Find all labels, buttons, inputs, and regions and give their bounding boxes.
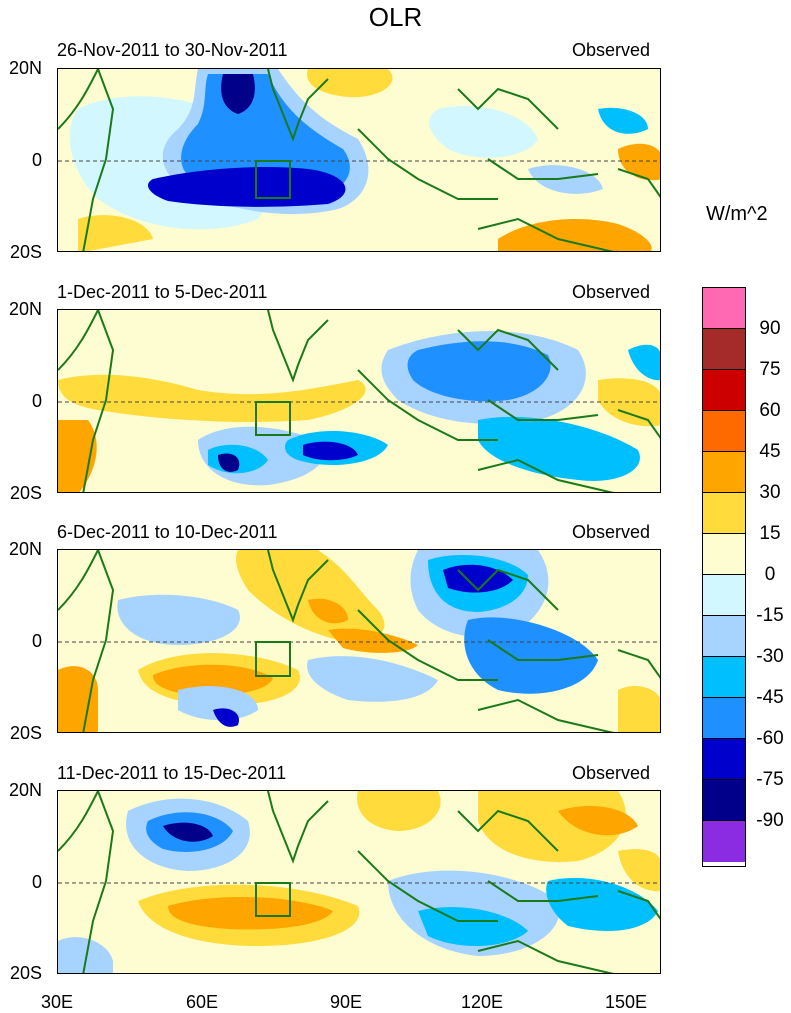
panel-1-lat-20s: 20S — [9, 242, 42, 262]
colorbar-box-75-90 — [703, 329, 745, 370]
lon-label-120e: 120E — [460, 992, 504, 1012]
colorbar-box-45-60 — [703, 411, 745, 452]
colorbar-label-60: 60 — [759, 400, 781, 421]
colorbar-box-60-75 — [703, 370, 745, 411]
colorbar — [702, 287, 746, 867]
colorbar-units: W/m^2 — [706, 203, 768, 225]
colorbar-box-0-15 — [703, 534, 745, 575]
panel-4-map — [57, 790, 661, 974]
panel-1-map — [57, 68, 661, 252]
panel-1-date-range: 26-Nov-2011 to 30-Nov-2011 — [57, 40, 288, 60]
panel-3-lat-20n: 20N — [8, 539, 42, 559]
colorbar-label-75: 75 — [759, 359, 781, 380]
panel-3-lat-20s: 20S — [9, 723, 42, 743]
colorbar-label-0: 0 — [764, 564, 776, 585]
panel-1-lat-0: 0 — [31, 150, 42, 170]
colorbar-box-above-90 — [703, 288, 745, 329]
panel-4-date-range: 11-Dec-2011 to 15-Dec-2011 — [57, 763, 287, 783]
panel-2-lat-0: 0 — [31, 391, 42, 411]
colorbar-label-45: 45 — [759, 441, 781, 462]
colorbar-box-30-45 — [703, 452, 745, 493]
colorbar-box-minus15-0 — [703, 575, 745, 616]
lon-label-90e: 90E — [329, 992, 363, 1012]
panel-4-observed-label: Observed — [572, 763, 651, 783]
colorbar-box-minus30-minus15 — [703, 616, 745, 657]
panel-2-map — [57, 309, 661, 493]
colorbar-label-minus75: -75 — [756, 769, 784, 790]
colorbar-box-15-30 — [703, 493, 745, 534]
colorbar-label-30: 30 — [759, 482, 781, 503]
panel-4-lat-20n: 20N — [8, 780, 42, 800]
panel-2-observed-label: Observed — [572, 282, 651, 302]
lon-label-60e: 60E — [185, 992, 219, 1012]
panel-4-lat-0: 0 — [31, 872, 42, 892]
colorbar-box-minus90-minus75 — [703, 780, 745, 821]
colorbar-box-minus60-minus45 — [703, 698, 745, 739]
panel-2-lat-20s: 20S — [9, 483, 42, 503]
panel-1-observed-label: Observed — [572, 40, 651, 60]
panel-3-lat-0: 0 — [31, 631, 42, 651]
colorbar-box-below-minus90 — [703, 821, 745, 862]
lon-label-150e: 150E — [604, 992, 648, 1012]
panel-3-observed-label: Observed — [572, 522, 651, 542]
colorbar-label-90: 90 — [759, 318, 781, 339]
colorbar-label-minus15: -15 — [756, 605, 784, 626]
panel-2-date-range: 1-Dec-2011 to 5-Dec-2011 — [57, 282, 268, 302]
colorbar-label-minus45: -45 — [756, 687, 784, 708]
figure-title: OLR — [368, 2, 423, 32]
panel-1-lat-20n: 20N — [8, 58, 42, 78]
colorbar-label-minus30: -30 — [756, 646, 784, 667]
colorbar-label-minus90: -90 — [756, 810, 784, 831]
panel-3-map — [57, 549, 661, 733]
colorbar-label-15: 15 — [759, 523, 781, 544]
lon-label-30e: 30E — [40, 992, 74, 1012]
panel-3-date-range: 6-Dec-2011 to 10-Dec-2011 — [57, 522, 278, 542]
panel-2-lat-20n: 20N — [8, 299, 42, 319]
colorbar-box-minus45-minus30 — [703, 657, 745, 698]
panel-4-lat-20s: 20S — [9, 963, 42, 983]
colorbar-box-minus75-minus60 — [703, 739, 745, 780]
colorbar-label-minus60: -60 — [756, 728, 784, 749]
